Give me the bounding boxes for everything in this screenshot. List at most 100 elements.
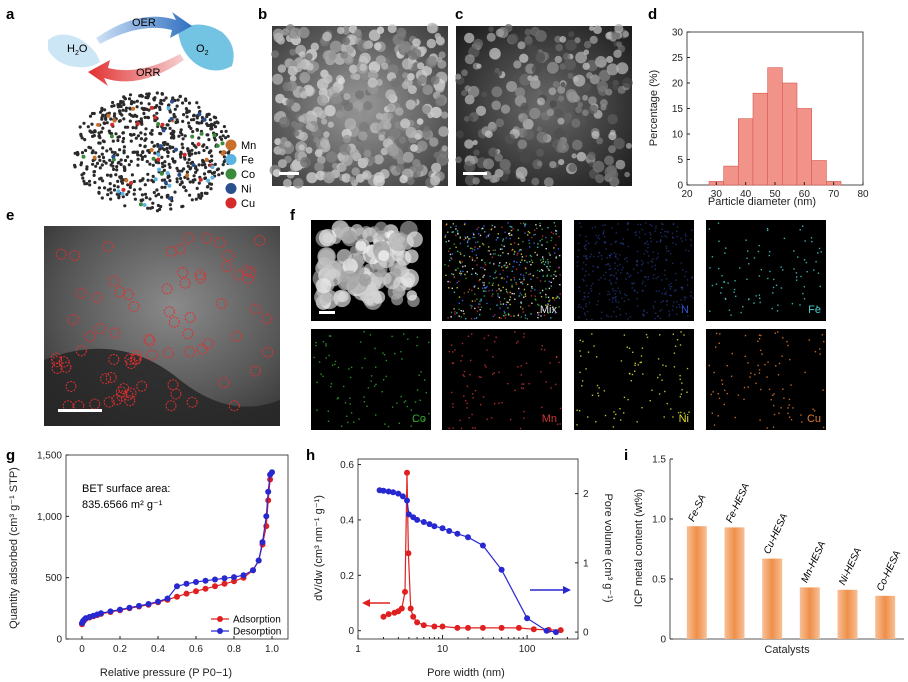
eds-signal-dot [522,222,525,224]
eds-signal-dot [462,270,464,273]
eds-signal-dot [519,427,522,430]
eds-signal-dot [647,262,649,264]
eds-signal-dot [533,242,535,244]
eds-signal-dot [485,236,488,238]
sem-particle [564,117,571,124]
eds-signal-dot [672,262,674,264]
cluster-atom [84,148,88,153]
eds-signal-dot [601,258,603,260]
atom-marker [108,353,120,365]
eds-signal-dot [474,427,476,429]
atom-marker [100,373,112,385]
eds-signal-dot [576,261,579,263]
eds-signal-dot [630,274,632,277]
eds-signal-dot [472,393,474,395]
cluster-atom [100,115,104,120]
sem-particle [401,81,410,90]
sem-particle [385,89,396,100]
eds-signal-dot [661,379,663,381]
eds-signal-dot [670,295,672,297]
cluster-atom [138,143,142,147]
eds-signal-dot [340,425,343,427]
eds-signal-dot [555,297,557,299]
sem-particle [483,158,494,170]
eds-signal-dot [578,303,580,306]
eds-signal-dot [516,268,518,270]
cluster-atom [101,155,106,160]
atom-marker [249,303,261,315]
eds-signal-dot [475,254,477,256]
eds-signal-dot [555,356,558,358]
cluster-atom [97,186,101,190]
cluster-atom [146,94,150,98]
sem-particle [407,73,415,81]
eds-signal-dot [660,232,662,234]
eds-signal-dot [670,408,672,410]
sem-particle [546,61,559,74]
eds-signal-dot [416,344,418,347]
eds-signal-dot [613,275,615,277]
eds-signal-dot [547,303,549,306]
eds-signal-dot [555,257,557,259]
eds-signal-dot [590,285,593,287]
bar-label-i: Fe-SA [687,493,709,524]
cluster-metal-atom [116,189,121,194]
sem-particle [358,131,368,141]
eds-signal-dot [667,231,669,233]
eds-signal-dot [503,312,506,314]
cluster-metal-atom [163,180,168,185]
eds-signal-dot [610,281,612,284]
eds-signal-dot [481,259,484,261]
cluster-atom [199,196,203,200]
y-tick-label-g: 500 [45,573,62,584]
eds-signal-dot [520,387,523,389]
icp-bar [762,558,783,639]
eds-signal-dot [494,249,496,251]
eds-signal-dot [364,357,366,360]
cluster-atom [197,105,201,109]
haadf-particle [336,249,352,265]
eds-signal-dot [508,263,511,265]
eds-signal-dot [406,405,408,408]
cluster-metal-atom [167,196,172,201]
eds-signal-dot [803,259,806,261]
haadf-particle [337,291,349,303]
cluster-atom [197,151,201,155]
eds-signal-dot [401,358,403,360]
sem-particle [289,60,298,68]
cluster-atom [103,186,107,190]
eds-signal-dot [542,260,544,263]
eds-signal-dot [536,246,539,248]
sem-particle [557,141,569,153]
sem-particle [604,155,615,166]
eds-signal-dot [666,230,668,233]
cluster-atom [209,124,213,129]
eds-signal-dot [813,410,816,412]
cluster-atom [132,179,136,184]
eds-signal-dot [522,241,524,243]
eds-signal-dot [513,251,516,253]
eds-signal-dot [681,389,683,391]
water-label: H2O [67,43,88,57]
scale-bar-e [58,409,102,412]
cluster-atom [123,204,127,208]
eds-signal-dot [620,360,623,362]
eds-signal-dot [788,416,791,418]
cluster-atom [131,126,135,130]
eds-signal-dot [478,303,480,305]
eds-signal-dot [515,283,518,285]
eds-signal-dot [665,247,668,249]
sem-particle [488,147,498,157]
eds-signal-dot [488,250,490,252]
eds-signal-dot [758,372,761,374]
eds-signal-dot [645,222,647,224]
eds-signal-dot [777,331,779,333]
cluster-atom [181,101,185,105]
eds-signal-dot [789,358,791,361]
eds-signal-dot [634,370,636,372]
eds-signal-dot [813,269,815,271]
sem-particle [506,81,518,92]
atom-marker [60,361,72,373]
sem-particle [317,94,329,106]
eds-signal-dot [416,336,419,338]
